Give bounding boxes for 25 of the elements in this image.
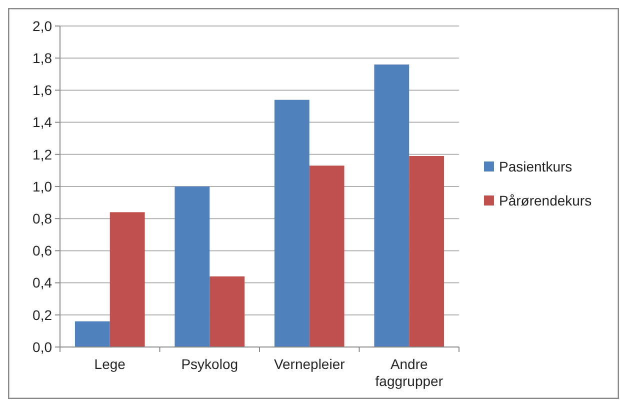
bar: [374, 64, 410, 347]
bar: [74, 321, 110, 347]
bar: [174, 186, 210, 347]
y-tick-label: 0,2: [32, 306, 52, 323]
bar: [409, 156, 444, 347]
x-tick-label: Vernepleier: [274, 356, 346, 372]
y-tick-label: 1,0: [32, 178, 52, 194]
bar: [274, 100, 310, 347]
y-tick-label: 0,8: [32, 210, 52, 226]
bar: [309, 166, 344, 347]
y-tick-label: 2,0: [32, 18, 52, 34]
y-tick-label: 1,4: [32, 114, 52, 130]
legend-label: Pårørendekurs: [499, 192, 592, 208]
x-tick-label: Lege: [94, 356, 126, 372]
bar: [210, 276, 245, 347]
x-tick-label: Psykolog: [181, 356, 238, 372]
y-tick-label: 1,8: [32, 50, 52, 66]
y-tick-label: 1,2: [32, 146, 52, 162]
legend-label: Pasientkurs: [499, 158, 572, 174]
y-tick-label: 0,6: [32, 242, 52, 259]
bar: [110, 212, 145, 347]
y-tick-label: 0,0: [32, 338, 52, 355]
y-tick-label: 0,4: [32, 274, 52, 291]
y-tick-label: 1,6: [32, 82, 52, 98]
x-tick-label: Andre faggrupper: [375, 356, 444, 389]
